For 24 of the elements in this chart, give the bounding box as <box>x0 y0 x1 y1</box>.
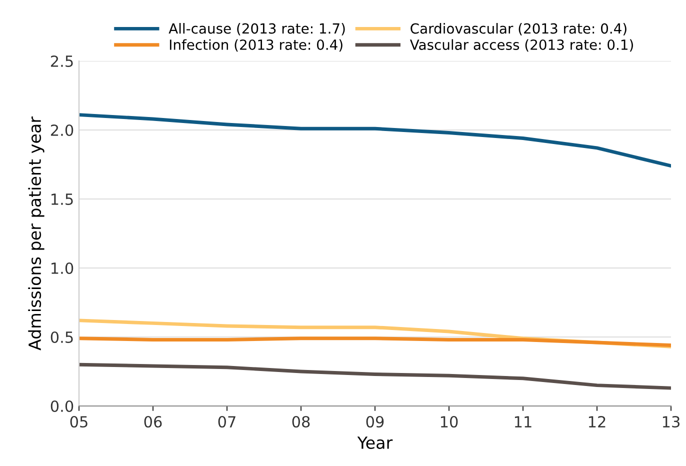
x-tick-label: 10 <box>440 416 458 428</box>
x-tick-label: 07 <box>218 416 236 428</box>
x-tick-label: 09 <box>366 416 384 428</box>
line-series <box>79 336 671 348</box>
legend-label: All-cause (2013 rate: 1.7) <box>168 23 345 36</box>
y-tick-label: 2.5 <box>50 55 73 68</box>
x-tick-label: 12 <box>588 416 606 428</box>
x-tick-label: 06 <box>144 416 162 428</box>
legend-label: Cardiovascular (2013 rate: 0.4) <box>410 23 626 36</box>
y-tick-label: 0.0 <box>50 400 74 412</box>
y-tick-label: 1.0 <box>52 262 74 274</box>
x-axis-title: Year <box>357 436 393 449</box>
x-tick-label: 08 <box>292 416 310 428</box>
y-tick-label: 2.0 <box>50 124 74 136</box>
line-series <box>79 362 671 390</box>
x-tick-label: 05 <box>70 416 88 428</box>
x-tick-label: 11 <box>514 416 532 428</box>
x-tick-label: 13 <box>662 416 680 428</box>
y-tick-label: 1.5 <box>52 194 73 206</box>
legend-label: Infection (2013 rate: 0.4) <box>170 39 342 52</box>
line-series <box>79 113 671 168</box>
y-axis-title: Admissions per patient year <box>28 116 44 350</box>
y-tick-label: 0.5 <box>50 331 73 344</box>
legend-label: Vascular access (2013 rate: 0.1) <box>410 39 633 52</box>
